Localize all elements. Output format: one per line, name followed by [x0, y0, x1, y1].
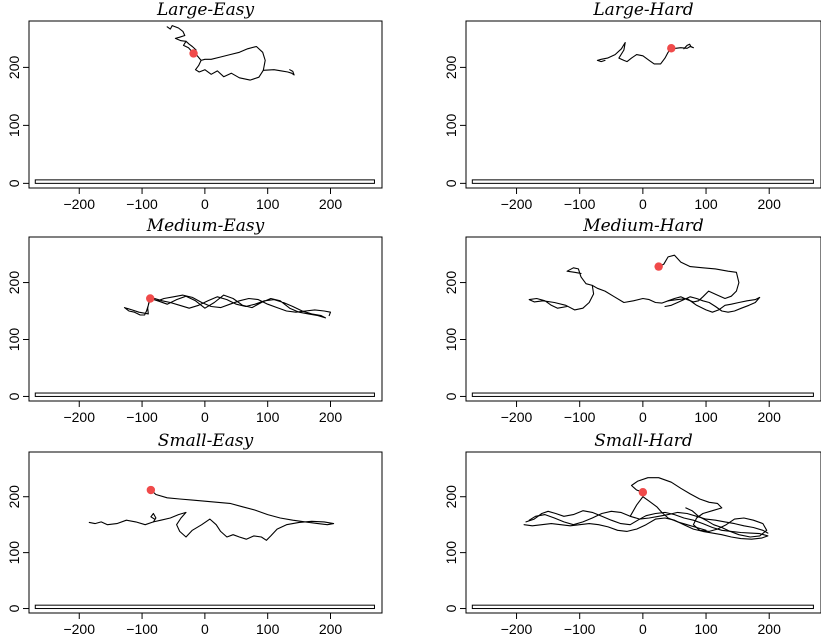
y-tick-label: 100: [443, 328, 459, 352]
x-tick-label: 100: [256, 196, 280, 212]
x-tick-label: −200: [63, 409, 95, 425]
floor-bar: [34, 392, 375, 397]
y-tick-label: 200: [443, 485, 459, 509]
trajectory-line: [683, 43, 694, 50]
x-tick-label: 200: [758, 196, 782, 212]
y-tick-label: 0: [443, 179, 459, 187]
trajectory-line: [523, 510, 769, 540]
trajectory-line: [528, 510, 769, 534]
x-tick-label: 0: [201, 409, 209, 425]
floor-bar: [34, 604, 375, 610]
trajectory-group: [88, 489, 335, 541]
y-tick-label: 0: [6, 392, 22, 400]
floor-bar: [471, 179, 814, 184]
chart-panel: Large-Hard −200 −100 0 100 200 0 100 200: [443, 0, 821, 212]
x-tick-label: 200: [758, 409, 782, 425]
trajectory-line: [528, 284, 595, 311]
plot-frame: [465, 236, 821, 402]
x-tick-label: 0: [201, 196, 209, 212]
x-tick-label: −100: [564, 196, 596, 212]
x-tick-label: 200: [758, 621, 782, 637]
y-tick-label: 100: [443, 541, 459, 565]
start-point: [667, 44, 676, 53]
trajectory-line: [262, 69, 295, 76]
x-tick-label: −200: [501, 409, 533, 425]
x-tick-label: 100: [256, 409, 280, 425]
trajectory-line: [596, 41, 691, 65]
trajectory-line: [166, 25, 266, 81]
x-tick-label: 100: [694, 409, 718, 425]
panel-title: Small-Easy: [158, 431, 254, 451]
trajectory-line: [150, 512, 157, 523]
y-tick-label: 200: [6, 55, 22, 79]
start-point: [189, 49, 198, 58]
x-tick-label: 100: [694, 621, 718, 637]
x-tick-label: 100: [256, 621, 280, 637]
panel-title: Small-Hard: [594, 431, 693, 451]
chart-panel: Large-Easy −200 −100 0 100 200 0 100 200: [6, 0, 383, 212]
x-tick-label: 200: [319, 196, 343, 212]
x-tick-label: −100: [564, 621, 596, 637]
floor-bar: [34, 179, 375, 184]
start-point: [638, 488, 648, 497]
x-tick-label: −100: [126, 196, 158, 212]
y-tick-label: 200: [6, 485, 22, 509]
trajectory-line: [88, 489, 335, 541]
y-tick-label: 0: [6, 604, 22, 612]
plot-frame: [28, 20, 383, 189]
trajectory-line: [123, 294, 327, 319]
trajectory-line: [629, 496, 707, 531]
x-tick-label: −200: [63, 196, 95, 212]
x-tick-label: −100: [126, 621, 158, 637]
start-point: [654, 262, 663, 271]
chart-panel: Small-Easy −200 −100 0 100 200 0 100 200: [6, 431, 383, 637]
trajectory-line: [664, 296, 761, 313]
floor-bar: [471, 604, 814, 610]
x-tick-label: 200: [319, 621, 343, 637]
trajectory-line: [157, 294, 332, 317]
start-point: [146, 294, 155, 303]
y-tick-label: 100: [6, 328, 22, 352]
chart-panel: Medium-Easy −200 −100 0 100 200 0 100 200: [6, 216, 383, 425]
plot-frame: [28, 236, 383, 402]
y-tick-label: 100: [6, 113, 22, 137]
y-tick-label: 100: [6, 541, 22, 565]
plot-frame: [465, 20, 821, 189]
y-tick-label: 0: [443, 604, 459, 612]
x-tick-label: −200: [501, 196, 533, 212]
x-tick-label: −200: [63, 621, 95, 637]
y-tick-label: 100: [443, 113, 459, 137]
trajectory-group: [528, 254, 761, 313]
chart-panel: Medium-Hard −200 −100 0 100 200 0 100 200: [443, 216, 821, 425]
x-tick-label: 0: [639, 409, 647, 425]
x-tick-label: 200: [319, 409, 343, 425]
panel-title: Medium-Easy: [146, 216, 265, 236]
x-tick-label: −100: [564, 409, 596, 425]
start-point: [146, 485, 156, 495]
panel-title: Large-Hard: [592, 0, 693, 20]
y-tick-label: 0: [6, 179, 22, 187]
panel-title: Large-Easy: [156, 0, 255, 20]
x-tick-label: −100: [126, 409, 158, 425]
panel-title: Medium-Hard: [582, 216, 704, 236]
y-tick-label: 200: [6, 271, 22, 295]
x-tick-label: 0: [639, 621, 647, 637]
x-tick-label: −200: [501, 621, 533, 637]
plot-frame: [465, 451, 821, 614]
floor-bar: [471, 392, 814, 397]
y-tick-label: 200: [443, 271, 459, 295]
trajectory-group: [166, 25, 295, 81]
trajectory-group: [523, 477, 769, 540]
x-tick-label: 0: [201, 621, 209, 637]
trajectory-group: [123, 294, 332, 319]
x-tick-label: 0: [639, 196, 647, 212]
chart-panel: Small-Hard −200 −100 0 100 200 0 100 200: [443, 431, 821, 637]
x-tick-label: 100: [694, 196, 718, 212]
plot-frame: [28, 451, 383, 614]
trajectory-group: [596, 41, 694, 65]
y-tick-label: 0: [443, 392, 459, 400]
y-tick-label: 200: [443, 55, 459, 79]
trajectory-line: [566, 254, 740, 304]
